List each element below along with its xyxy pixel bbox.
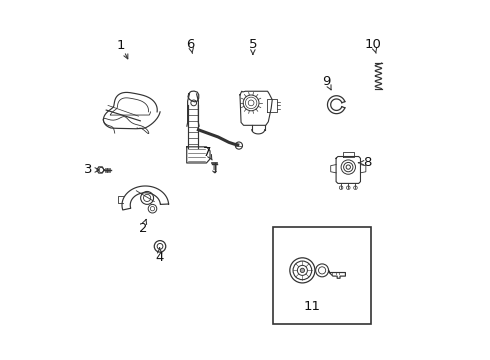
Bar: [273, 227, 371, 324]
Text: 6: 6: [186, 38, 195, 51]
Text: 1: 1: [117, 39, 125, 52]
Text: 4: 4: [155, 251, 164, 264]
Text: 2: 2: [139, 222, 147, 235]
Text: 11: 11: [304, 300, 321, 313]
Text: 9: 9: [322, 75, 331, 88]
Text: 3: 3: [84, 163, 93, 176]
Text: 5: 5: [248, 38, 257, 51]
Circle shape: [300, 268, 304, 273]
Text: 10: 10: [365, 38, 382, 51]
Text: 7: 7: [203, 145, 212, 158]
Text: 8: 8: [364, 156, 372, 169]
